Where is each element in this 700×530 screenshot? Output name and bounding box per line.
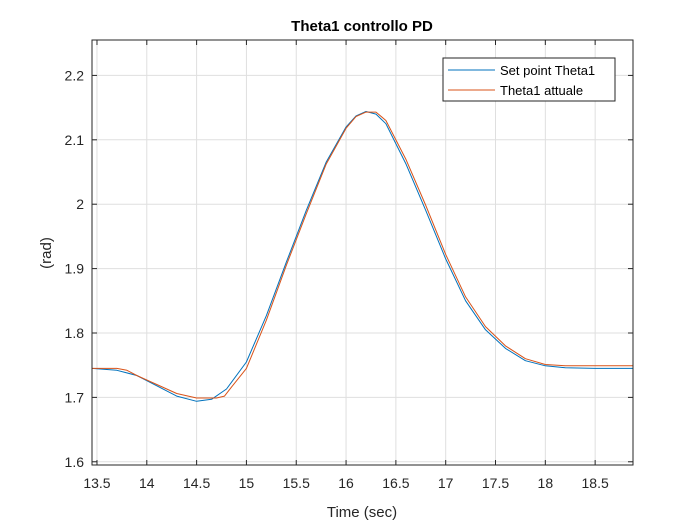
- y-tick-label: 1.6: [65, 454, 85, 470]
- x-tick-label: 14.5: [183, 475, 210, 491]
- x-tick-label: 14: [139, 475, 155, 491]
- y-tick-label: 2.2: [65, 67, 85, 83]
- axis-ticks: 13.5 14 14.5 15 15.5 16 16.5 17 17.5 18 18.5 1.6 1.7…: [65, 40, 633, 491]
- y-tick-label: 2: [76, 196, 84, 212]
- legend-label-set-point: Set point Theta1: [500, 63, 595, 78]
- plot-frame: [91, 39, 634, 466]
- legend: Set point Theta1 Theta1 attuale: [442, 57, 616, 102]
- y-axis-label: (rad): [38, 237, 55, 269]
- series-line-actual: [92, 111, 633, 399]
- y-tick-label: 1.9: [65, 261, 85, 277]
- y-tick-label: 1.8: [65, 325, 85, 341]
- grid: [92, 40, 633, 465]
- legend-box: [442, 57, 616, 102]
- series-line-set-point: [91, 111, 633, 402]
- chart-title: Theta1 controllo PD: [291, 18, 433, 35]
- series-lines: [91, 111, 633, 402]
- x-tick-label: 18.5: [582, 475, 609, 491]
- x-tick-label: 17: [438, 475, 454, 491]
- legend-label-actual: Theta1 attuale: [500, 83, 583, 98]
- x-axis-label: Time (sec): [327, 504, 397, 521]
- x-tick-label: 16: [338, 475, 354, 491]
- x-tick-label: 17.5: [482, 475, 509, 491]
- x-tick-label: 13.5: [83, 475, 110, 491]
- x-tick-label: 16.5: [382, 475, 409, 491]
- y-tick-label: 1.7: [65, 389, 85, 405]
- x-tick-label: 15: [239, 475, 255, 491]
- x-tick-label: 15.5: [283, 475, 310, 491]
- x-tick-label: 18: [538, 475, 554, 491]
- y-tick-label: 2.1: [65, 132, 85, 148]
